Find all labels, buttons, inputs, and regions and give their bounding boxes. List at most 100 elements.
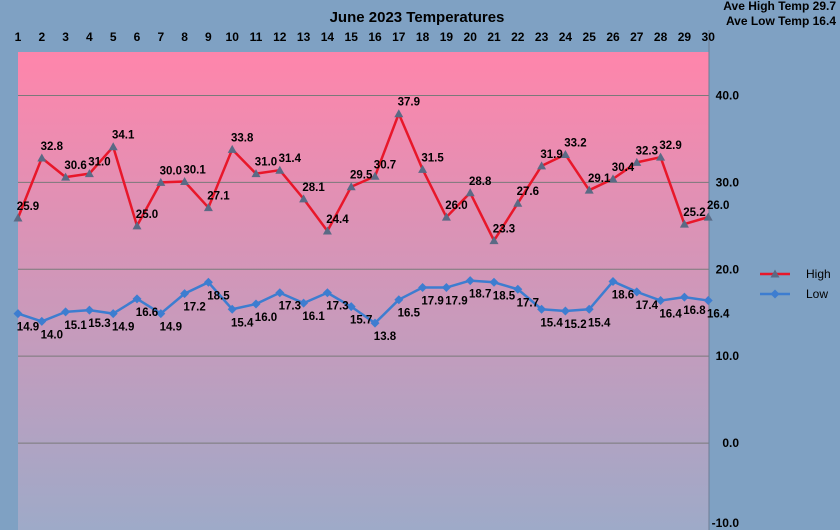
x-tick-label: 7 bbox=[157, 30, 164, 44]
low-point bbox=[108, 309, 118, 319]
x-tick-labels: 1 2 3 4 5 6 7 8 9 10 11 12 13 14 15 16 17 18 19 20 21 22 23 24 2… bbox=[15, 30, 716, 44]
high-point bbox=[203, 203, 213, 212]
x-tick-label: 30 bbox=[702, 30, 716, 44]
x-tick-label: 16 bbox=[368, 30, 382, 44]
low-point bbox=[656, 296, 666, 306]
x-tick-label: 20 bbox=[464, 30, 478, 44]
x-tick-label: 26 bbox=[606, 30, 620, 44]
y-tick-labels: 40.0 30.0 20.0 10.0 0.0 -10.0 bbox=[712, 88, 740, 530]
high-data-label: 28.1 bbox=[302, 182, 325, 194]
high-point bbox=[322, 226, 332, 235]
low-data-label: 16.4 bbox=[707, 309, 730, 321]
high-data-label: 28.8 bbox=[469, 176, 492, 188]
high-point bbox=[656, 152, 666, 161]
low-data-label: 15.4 bbox=[588, 317, 611, 329]
low-data-label: 17.9 bbox=[445, 296, 467, 308]
x-tick-label: 11 bbox=[250, 30, 263, 44]
legend: High Low bbox=[760, 267, 831, 301]
low-point bbox=[370, 318, 380, 328]
low-data-label: 15.4 bbox=[540, 317, 563, 329]
high-data-label: 30.0 bbox=[160, 165, 182, 177]
low-point bbox=[156, 309, 166, 319]
high-data-label: 29.5 bbox=[350, 170, 373, 182]
high-series-line bbox=[16, 112, 709, 242]
legend-low-marker bbox=[770, 289, 780, 299]
low-data-label: 17.9 bbox=[421, 296, 443, 308]
low-point bbox=[275, 288, 285, 298]
low-data-label: 14.9 bbox=[17, 322, 39, 334]
high-point bbox=[418, 164, 428, 173]
low-point bbox=[394, 295, 404, 305]
high-point bbox=[156, 177, 166, 186]
low-point bbox=[37, 316, 47, 326]
low-point bbox=[132, 294, 142, 304]
high-data-label: 34.1 bbox=[112, 130, 135, 142]
high-data-label: 24.4 bbox=[326, 214, 349, 226]
high-point bbox=[84, 169, 94, 178]
x-tick-label: 1 bbox=[15, 30, 22, 44]
series bbox=[13, 109, 713, 328]
high-point bbox=[346, 182, 356, 191]
high-data-label: 31.0 bbox=[255, 157, 277, 169]
high-data-label: 29.1 bbox=[588, 173, 611, 185]
x-tick-label: 3 bbox=[62, 30, 69, 44]
high-point bbox=[703, 212, 713, 221]
low-point bbox=[679, 292, 689, 302]
high-point bbox=[632, 157, 642, 166]
high-data-label: 30.6 bbox=[64, 160, 86, 172]
low-data-label: 15.3 bbox=[88, 318, 110, 330]
low-point bbox=[61, 307, 71, 317]
y-tick-label: 20.0 bbox=[716, 262, 740, 276]
low-data-label: 18.7 bbox=[469, 289, 491, 301]
x-tick-label: 23 bbox=[535, 30, 549, 44]
high-point bbox=[61, 172, 71, 181]
high-data-label: 25.2 bbox=[683, 207, 705, 219]
low-point bbox=[513, 284, 523, 294]
low-data-label: 16.6 bbox=[136, 307, 158, 319]
low-point bbox=[608, 276, 618, 286]
high-point bbox=[560, 150, 570, 159]
x-tick-label: 17 bbox=[392, 30, 406, 44]
low-data-label: 15.7 bbox=[350, 315, 372, 327]
low-point bbox=[489, 277, 499, 287]
x-tick-label: 2 bbox=[38, 30, 45, 44]
low-point bbox=[203, 277, 213, 287]
x-tick-label: 27 bbox=[630, 30, 644, 44]
high-point bbox=[227, 144, 237, 153]
x-tick-label: 14 bbox=[321, 30, 335, 44]
high-point bbox=[275, 165, 285, 174]
high-data-label: 33.2 bbox=[564, 138, 586, 150]
low-point bbox=[84, 305, 94, 315]
ave-high-annotation: Ave High Temp 29.7 bbox=[723, 0, 836, 13]
x-tick-label: 15 bbox=[345, 30, 359, 44]
ave-low-annotation: Ave Low Temp 16.4 bbox=[726, 14, 836, 28]
x-tick-label: 9 bbox=[205, 30, 212, 44]
high-point bbox=[299, 194, 309, 203]
high-point bbox=[370, 171, 380, 180]
y-tick-label: -10.0 bbox=[712, 516, 740, 530]
x-tick-label: 25 bbox=[583, 30, 597, 44]
high-data-label: 31.0 bbox=[88, 157, 110, 169]
low-point bbox=[180, 289, 190, 299]
x-tick-label: 22 bbox=[511, 30, 525, 44]
low-data-label: 18.6 bbox=[612, 289, 634, 301]
low-data-label: 14.0 bbox=[41, 329, 63, 341]
high-point bbox=[513, 198, 523, 207]
x-tick-label: 21 bbox=[487, 30, 501, 44]
high-data-label: 27.1 bbox=[207, 191, 230, 203]
x-tick-label: 28 bbox=[654, 30, 668, 44]
low-data-label: 13.8 bbox=[374, 331, 397, 343]
high-point bbox=[608, 174, 618, 183]
low-point bbox=[441, 283, 451, 293]
high-data-label: 30.1 bbox=[183, 164, 206, 176]
low-data-label: 16.8 bbox=[683, 305, 706, 317]
low-data-label: 16.5 bbox=[398, 308, 421, 320]
high-point bbox=[132, 221, 142, 230]
y-tick-label: 10.0 bbox=[716, 349, 740, 363]
high-point bbox=[37, 153, 47, 162]
x-tick-label: 13 bbox=[297, 30, 311, 44]
x-tick-label: 29 bbox=[678, 30, 692, 44]
low-point bbox=[322, 288, 332, 298]
